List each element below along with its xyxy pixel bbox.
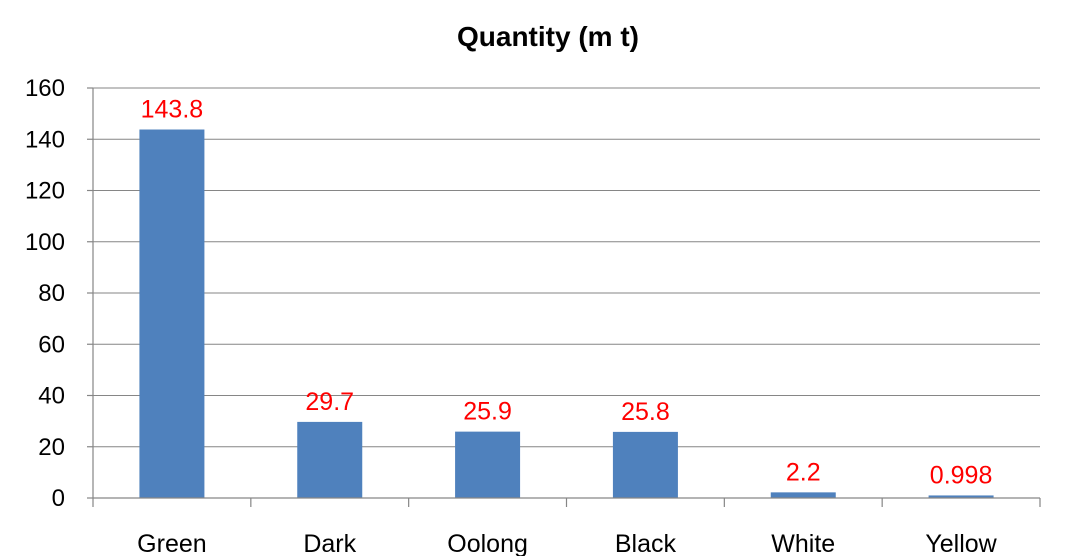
bar [297, 421, 363, 498]
data-label: 25.8 [621, 398, 670, 426]
y-tick-label: 160 [25, 75, 65, 102]
y-tick-label: 20 [38, 434, 65, 461]
y-tick-label: 0 [52, 485, 65, 512]
data-label: 143.8 [141, 96, 204, 124]
x-category-label: Yellow [925, 530, 997, 556]
data-label: 25.9 [463, 398, 512, 426]
bar [612, 431, 678, 498]
data-label: 29.7 [305, 388, 354, 416]
bar [455, 431, 521, 498]
bar [139, 129, 205, 498]
gridlines [93, 87, 1040, 448]
x-category-label: White [771, 530, 835, 556]
y-tick-label: 100 [25, 229, 65, 256]
y-tick-label: 140 [25, 126, 65, 153]
x-category-label: Black [615, 530, 677, 556]
y-tick-label: 80 [38, 280, 65, 307]
x-category-label: Green [137, 530, 206, 556]
chart-title: Quantity (m t) [457, 21, 639, 52]
data-label: 0.998 [930, 461, 993, 489]
bars [139, 129, 994, 498]
x-axis-category-labels: Green Dark Oolong Black White Yellow [137, 530, 998, 556]
y-tick-label: 40 [38, 383, 65, 410]
data-labels: 143.8 29.7 25.9 25.8 2.2 0.998 [141, 96, 993, 490]
y-tick-label: 120 [25, 178, 65, 205]
x-category-label: Oolong [447, 530, 528, 556]
bar [770, 492, 836, 498]
axes [87, 87, 1041, 507]
y-axis-tick-labels: 0 20 40 60 80 100 120 140 160 [25, 75, 65, 512]
bar [928, 495, 994, 498]
x-category-label: Dark [303, 530, 356, 556]
y-tick-label: 60 [38, 331, 65, 358]
data-label: 2.2 [786, 458, 821, 486]
